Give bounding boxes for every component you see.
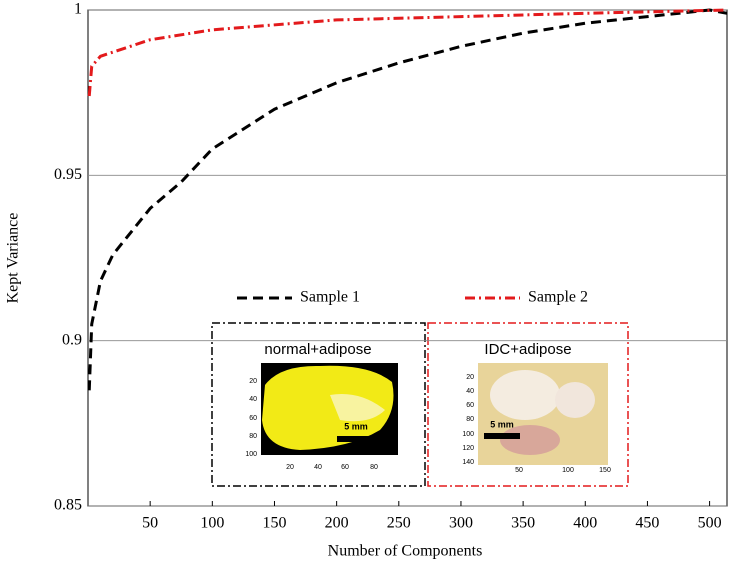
inset-title: IDC+adipose — [484, 341, 571, 358]
x-tick-label: 250 — [387, 515, 411, 532]
x-axis-label: Number of Components — [328, 543, 483, 560]
inset-tick: 20 — [249, 378, 257, 385]
x-tick-label: 300 — [449, 515, 473, 532]
inset-tick: 100 — [462, 431, 474, 438]
x-tick-label: 400 — [573, 515, 597, 532]
data-line — [87, 8, 728, 391]
scale-label: 5 mm — [490, 419, 514, 429]
inset-tick: 20 — [286, 464, 294, 471]
y-tick-label: 0.85 — [54, 497, 82, 514]
inset-tick: 50 — [515, 467, 523, 474]
x-tick-label: 450 — [635, 515, 659, 532]
scale-label: 5 mm — [344, 421, 368, 431]
inset-tick: 120 — [462, 445, 474, 452]
y-axis-label: Kept Variance — [5, 213, 22, 304]
inset-tick: 150 — [599, 467, 611, 474]
legend-label: Sample 2 — [528, 289, 588, 306]
scale-bar — [484, 433, 520, 439]
inset-tick: 80 — [466, 416, 474, 423]
inset-tick: 100 — [562, 467, 574, 474]
inset-tick: 40 — [249, 396, 257, 403]
tissue — [330, 394, 385, 422]
y-tick-label: 0.9 — [62, 331, 82, 348]
x-tick-label: 500 — [698, 515, 722, 532]
inset-tick: 40 — [466, 388, 474, 395]
tissue — [262, 365, 394, 450]
inset-tick: 60 — [341, 464, 349, 471]
inset-tick: 40 — [314, 464, 322, 471]
inset-tick: 60 — [249, 415, 257, 422]
x-tick-label: 200 — [325, 515, 349, 532]
tissue — [500, 425, 560, 455]
tissue — [490, 370, 560, 420]
x-tick-label: 150 — [262, 515, 286, 532]
data-line — [87, 8, 728, 97]
y-tick-label: 0.95 — [54, 166, 82, 183]
inset-tick: 140 — [462, 459, 474, 466]
scale-bar — [337, 436, 375, 442]
inset-tick: 80 — [370, 464, 378, 471]
x-tick-label: 50 — [142, 515, 158, 532]
inset-title: normal+adipose — [264, 341, 371, 358]
inset-tick: 100 — [245, 451, 257, 458]
x-tick-label: 350 — [511, 515, 535, 532]
tissue — [555, 382, 595, 418]
inset-tick: 80 — [249, 433, 257, 440]
x-tick-label: 100 — [200, 515, 224, 532]
inset-tick: 20 — [466, 374, 474, 381]
legend-label: Sample 1 — [300, 289, 360, 306]
y-tick-label: 1 — [74, 1, 82, 18]
inset-tick: 60 — [466, 402, 474, 409]
